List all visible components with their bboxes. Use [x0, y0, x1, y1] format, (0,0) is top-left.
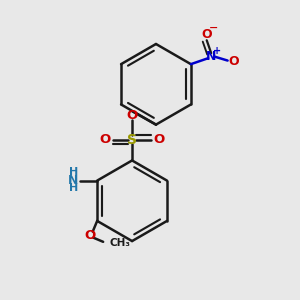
Text: S: S — [127, 133, 137, 146]
Text: H: H — [69, 183, 78, 194]
Text: CH₃: CH₃ — [109, 238, 130, 248]
Text: O: O — [127, 109, 138, 122]
Text: O: O — [201, 28, 212, 41]
Text: N: N — [68, 173, 79, 187]
Text: O: O — [84, 230, 95, 242]
Text: −: − — [208, 23, 218, 33]
Text: H: H — [69, 167, 78, 177]
Text: O: O — [229, 55, 239, 68]
Text: N: N — [206, 50, 216, 63]
Text: O: O — [100, 133, 111, 146]
Text: O: O — [153, 133, 165, 146]
Text: +: + — [213, 46, 221, 56]
